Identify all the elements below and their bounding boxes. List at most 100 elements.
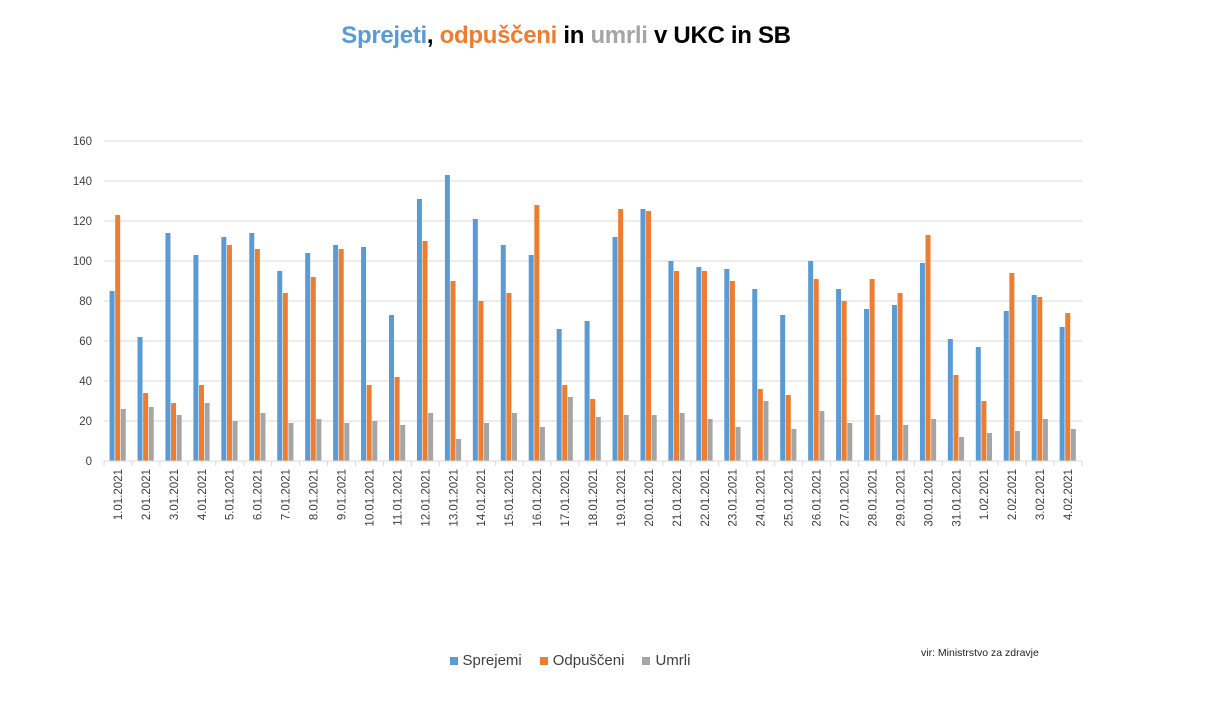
bar-umrli	[567, 397, 573, 461]
bar-sprejemi	[1059, 327, 1065, 461]
bar-sprejemi	[836, 289, 842, 461]
bar-sprejemi	[165, 233, 171, 461]
x-tick-label: 8.01.2021	[309, 469, 321, 520]
x-tick-label: 4.01.2021	[197, 469, 209, 520]
legend-swatch-sprejemi	[449, 656, 458, 665]
bar-umrli	[400, 425, 406, 461]
y-tick-label: 120	[73, 216, 92, 228]
x-tick-label: 25.01.2021	[784, 469, 796, 527]
x-tick-label: 19.01.2021	[616, 469, 628, 527]
title-sep1: ,	[426, 22, 440, 49]
legend-swatch-umrli	[642, 656, 651, 665]
bar-odpuščeni	[394, 377, 400, 461]
bar-odpuščeni	[953, 375, 959, 461]
bar-umrli	[232, 421, 238, 461]
bar-umrli	[987, 433, 992, 461]
bar-umrli	[791, 429, 797, 461]
x-tick-label: 2.02.2021	[1007, 469, 1019, 520]
x-tick-label: 16.01.2021	[532, 469, 544, 527]
bar-odpuščeni	[813, 279, 819, 461]
bar-odpuščeni	[590, 399, 596, 461]
bar-sprejemi	[137, 337, 143, 461]
x-tick-label: 13.01.2021	[448, 469, 460, 527]
x-tick-label: 17.01.2021	[560, 469, 572, 527]
bar-umrli	[372, 421, 378, 461]
bar-umrli	[428, 413, 434, 461]
bar-sprejemi	[891, 305, 897, 461]
bar-umrli	[819, 411, 825, 461]
x-tick-label: 6.01.2021	[253, 469, 265, 520]
bar-odpuščeni	[841, 301, 847, 461]
bar-odpuščeni	[1009, 273, 1015, 461]
bar-sprejemi	[333, 245, 339, 461]
bar-umrli	[959, 437, 965, 461]
bar-sprejemi	[612, 237, 618, 461]
bar-odpuščeni	[534, 205, 540, 461]
x-tick-label: 28.01.2021	[867, 469, 879, 527]
legend-label-odpusceni: Odpuščeni	[552, 652, 625, 669]
bar-odpuščeni	[254, 249, 260, 461]
bar-sprejemi	[277, 271, 283, 461]
bar-sprejemi	[947, 339, 953, 461]
bar-odpuščeni	[646, 211, 652, 461]
bar-odpuščeni	[282, 293, 288, 461]
legend-item-umrli: Umrli	[642, 652, 690, 669]
bar-odpuščeni	[226, 245, 232, 461]
bar-sprejemi	[975, 347, 981, 461]
bar-sprejemi	[249, 233, 255, 461]
bar-sprejemi	[500, 245, 506, 461]
bar-sprejemi	[780, 315, 786, 461]
y-tick-label: 40	[79, 376, 92, 388]
y-tick-label: 80	[79, 296, 92, 308]
legend-item-odpusceni: Odpuščeni	[539, 652, 625, 669]
bar-odpuščeni	[115, 215, 121, 461]
chart-title: Sprejeti, odpuščeni in umrli v UKC in SB	[0, 22, 1132, 50]
bar-odpuščeni	[366, 385, 372, 461]
x-tick-label: 15.01.2021	[504, 469, 516, 527]
y-tick-label: 140	[73, 176, 92, 188]
bar-umrli	[1042, 419, 1048, 461]
bar-umrli	[176, 415, 182, 461]
bar-umrli	[204, 403, 210, 461]
bar-sprejemi	[724, 269, 730, 461]
bar-umrli	[456, 439, 462, 461]
x-tick-label: 9.01.2021	[337, 469, 349, 520]
bar-sprejemi	[361, 247, 367, 461]
bar-odpuščeni	[450, 281, 456, 461]
y-tick-label: 160	[73, 136, 92, 148]
x-tick-label: 1.01.2021	[113, 469, 125, 520]
bar-sprejemi	[1031, 295, 1037, 461]
bar-sprejemi	[109, 291, 115, 461]
bar-sprejemi	[444, 175, 450, 461]
bar-sprejemi	[640, 209, 646, 461]
bar-umrli	[1014, 431, 1020, 461]
bar-sprejemi	[919, 263, 925, 461]
bar-odpuščeni	[310, 277, 316, 461]
bar-umrli	[316, 419, 322, 461]
bar-umrli	[148, 407, 154, 461]
title-odpusceni: odpuščeni	[439, 22, 558, 49]
bar-umrli	[875, 415, 881, 461]
bar-odpuščeni	[618, 209, 624, 461]
bar-sprejemi	[584, 321, 590, 461]
bar-odpuščeni	[1037, 297, 1043, 461]
bar-umrli	[344, 423, 350, 461]
bar-odpuščeni	[506, 293, 512, 461]
bar-odpuščeni	[757, 389, 763, 461]
legend-label-umrli: Umrli	[655, 652, 691, 669]
bar-sprejemi	[668, 261, 674, 461]
bar-umrli	[511, 413, 517, 461]
x-tick-label: 11.01.2021	[392, 469, 404, 526]
x-tick-label: 14.01.2021	[476, 469, 488, 527]
x-tick-label: 22.01.2021	[700, 469, 712, 527]
bar-sprejemi	[696, 267, 702, 461]
bar-sprejemi	[221, 237, 227, 461]
bar-umrli	[931, 419, 937, 461]
bar-umrli	[623, 415, 629, 461]
bar-odpuščeni	[674, 271, 680, 461]
x-tick-label: 21.01.2021	[672, 469, 684, 527]
bar-odpuščeni	[478, 301, 484, 461]
x-tick-label: 3.02.2021	[1035, 469, 1047, 520]
bar-odpuščeni	[422, 241, 428, 461]
